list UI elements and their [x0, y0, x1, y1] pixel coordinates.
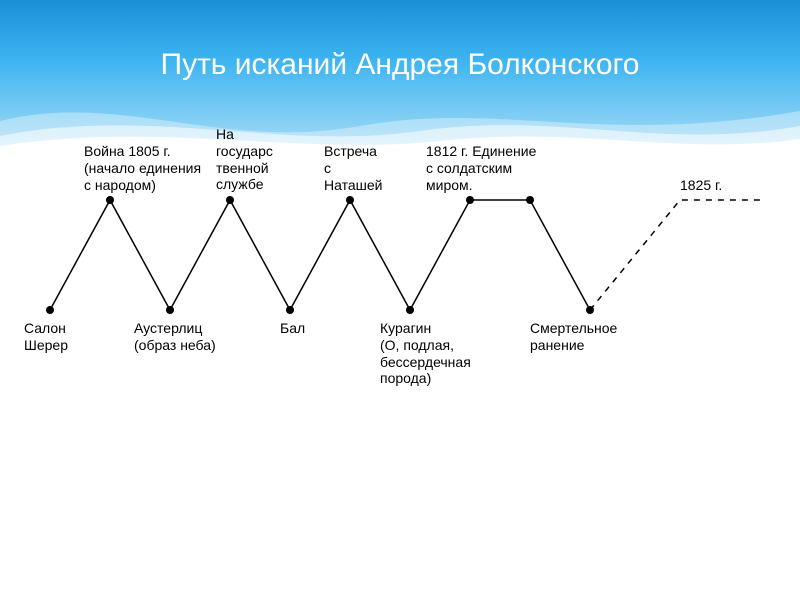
top-label: На государс твенной службе	[216, 126, 273, 193]
top-label: 1812 г. Единение с солдатским миром.	[426, 143, 536, 193]
top-label: 1825 г.	[680, 177, 722, 194]
top-label: Война 1805 г. (начало единения с народом…	[84, 143, 201, 193]
bottom-label: Курагин (О, подлая, бессердечная порода)	[380, 320, 471, 387]
zigzag-diagram: Война 1805 г. (начало единения с народом…	[0, 160, 800, 590]
top-label: Встреча с Наташей	[324, 143, 382, 193]
bottom-label: Салон Шерер	[24, 320, 68, 354]
bottom-label: Бал	[280, 320, 305, 337]
bottom-label: Аустерлиц (образ неба)	[134, 320, 216, 354]
bottom-label: Смертельное ранение	[530, 320, 617, 354]
slide: Путь исканий Андрея Болконского Война 18…	[0, 0, 800, 600]
page-title: Путь исканий Андрея Болконского	[0, 48, 800, 82]
